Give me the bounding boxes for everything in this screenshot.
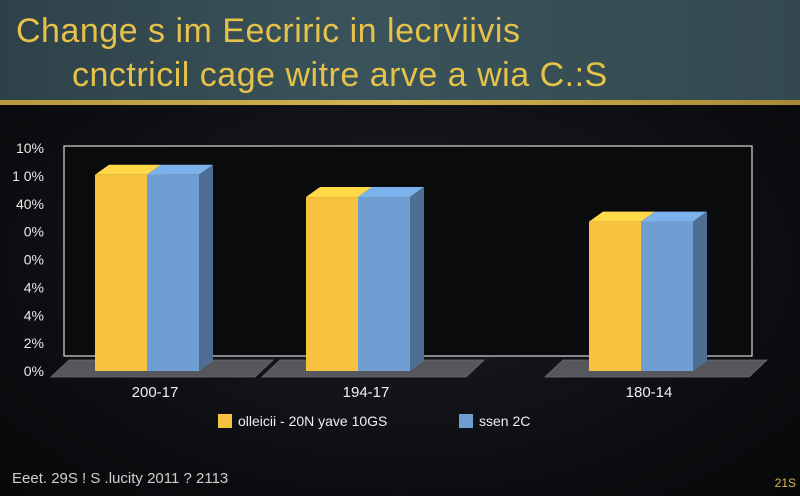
y-tick-label: 40% (16, 196, 44, 212)
y-tick-label: 1 0% (12, 168, 44, 184)
x-tick-label: 180-14 (626, 384, 673, 401)
bar-side-face (693, 211, 707, 371)
bar-2-180-14 (641, 221, 693, 371)
legend-swatch-2 (459, 414, 473, 428)
page-number: 21S (774, 476, 796, 490)
chart-title-line-2: cnctricil cage witre arve a wia C.:S (72, 56, 608, 94)
source-note: Eeet. 29S ! S .lucity 2011 ? 2113 (12, 470, 229, 487)
bar-2-194-17 (358, 197, 410, 371)
y-tick-label: 2% (24, 335, 44, 351)
bar-top-face (641, 211, 707, 222)
bar-side-face (410, 187, 424, 371)
y-tick-label: 0% (24, 252, 44, 268)
bar-top-face (95, 164, 161, 175)
bar-top-face (306, 187, 372, 198)
bar-top-face (589, 211, 655, 222)
x-tick-label: 200-17 (132, 384, 179, 401)
title-banner (0, 0, 800, 100)
bar-top-face (147, 164, 213, 175)
legend-label-1: olleicii - 20N yave 10GS (238, 413, 387, 429)
bar-2-200-17 (147, 174, 199, 371)
chart-title-line-1: Change s im Eecriric in lecrviivis (16, 12, 521, 50)
x-tick-label: 194-17 (343, 384, 390, 401)
bar-side-face (199, 164, 213, 371)
legend-swatch-1 (218, 414, 232, 428)
y-tick-label: 0% (24, 363, 44, 379)
y-tick-label: 10% (16, 140, 44, 156)
title-divider (0, 100, 800, 105)
y-tick-label: 4% (24, 279, 44, 295)
y-tick-label: 0% (24, 224, 44, 240)
legend-label-2: ssen 2C (479, 413, 530, 429)
y-tick-label: 4% (24, 307, 44, 323)
bar-1-200-17 (95, 174, 147, 371)
bar-1-194-17 (306, 197, 358, 371)
bar-1-180-14 (589, 221, 641, 371)
bar-top-face (358, 187, 424, 198)
